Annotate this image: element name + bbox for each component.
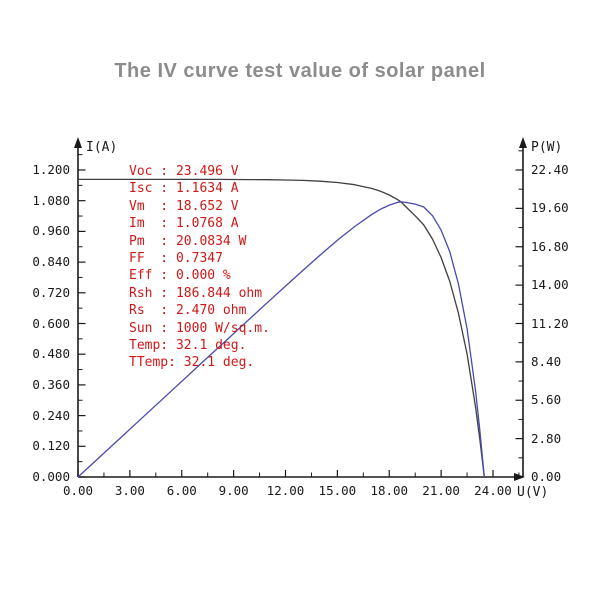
left-axis-label: I(A)	[86, 140, 118, 155]
readout-line-pm: Pm : 20.0834 W	[129, 233, 247, 249]
left-axis-tick-label: 0.960	[32, 223, 70, 239]
left-axis-tick-label: 0.480	[32, 346, 70, 362]
x-axis-tick-label: 12.00	[266, 483, 305, 498]
left-axis-tick-label: 0.600	[32, 315, 70, 331]
x-axis-tick-label: 15.00	[318, 483, 357, 498]
readout-line-eff: Eff : 0.000 %	[129, 268, 231, 284]
left-axis-tick-label: 0.720	[32, 284, 70, 300]
measurement-readout: Voc : 23.496 V Isc : 1.1634 A Vm : 18.652 …	[129, 163, 270, 372]
x-axis-label: U(V)	[517, 485, 549, 500]
x-axis-tick-label: 24.00	[474, 483, 512, 498]
readout-line-temp: Temp: 32.1 deg.	[129, 338, 247, 354]
left-axis-tick-label: 0.240	[32, 407, 70, 423]
left-axis-tick-label: 0.120	[32, 438, 70, 454]
x-axis-tick-label: 6.00	[166, 483, 197, 498]
chart-title: The IV curve test value of solar panel	[114, 60, 486, 82]
x-axis-tick-label: 0.00	[62, 483, 94, 498]
x-axis-tick-label: 21.00	[422, 483, 460, 498]
readout-line-sun: Sun : 1000 W/sq.m.	[129, 320, 270, 336]
right-axis-tick-label: 14.00	[531, 277, 569, 293]
right-axis-tick-label: 19.60	[531, 200, 569, 216]
right-axis-tick-label: 11.20	[531, 315, 569, 331]
right-axis-tick-label: 0.00	[531, 469, 562, 484]
right-axis-label: P(W)	[531, 140, 563, 155]
right-axis-tick-label: 22.40	[531, 162, 569, 177]
right-axis-tick-label: 8.40	[531, 353, 562, 369]
left-axis-tick-label: 0.000	[32, 469, 70, 484]
readout-line-vm: Vm : 18.652 V	[129, 198, 239, 214]
readout-line-ttemp: TTemp: 32.1 deg.	[129, 355, 255, 371]
left-axis-tick-label: 1.080	[32, 192, 70, 208]
x-axis-tick-label: 3.00	[114, 483, 145, 498]
left-axis-tick-label: 0.360	[32, 376, 70, 392]
readout-line-voc: Voc : 23.496 V	[129, 164, 239, 179]
left-axis-tick-label: 0.840	[32, 254, 70, 270]
left-axis-tick-label: 1.200	[32, 162, 70, 177]
right-axis-tick-label: 16.80	[531, 238, 569, 254]
readout-line-im: Im : 1.0768 A	[129, 216, 239, 232]
left-axis-arrow	[74, 137, 82, 148]
readout-line-isc: Isc : 1.1634 A	[129, 181, 239, 197]
readout-line-ff: FF : 0.7347	[129, 251, 223, 267]
iv-curve	[78, 178, 485, 478]
x-axis-tick-label: 18.00	[370, 483, 409, 498]
right-axis-tick-label: 2.80	[531, 430, 562, 446]
power-curve	[77, 201, 485, 478]
right-axis-tick-label: 5.60	[531, 392, 562, 408]
readout-line-rs: Rs : 2.470 ohm	[129, 303, 247, 319]
right-axis-arrow	[519, 137, 527, 148]
x-axis-tick-label: 9.00	[218, 483, 249, 498]
readout-line-rsh: Rsh : 186.844 ohm	[129, 285, 263, 301]
